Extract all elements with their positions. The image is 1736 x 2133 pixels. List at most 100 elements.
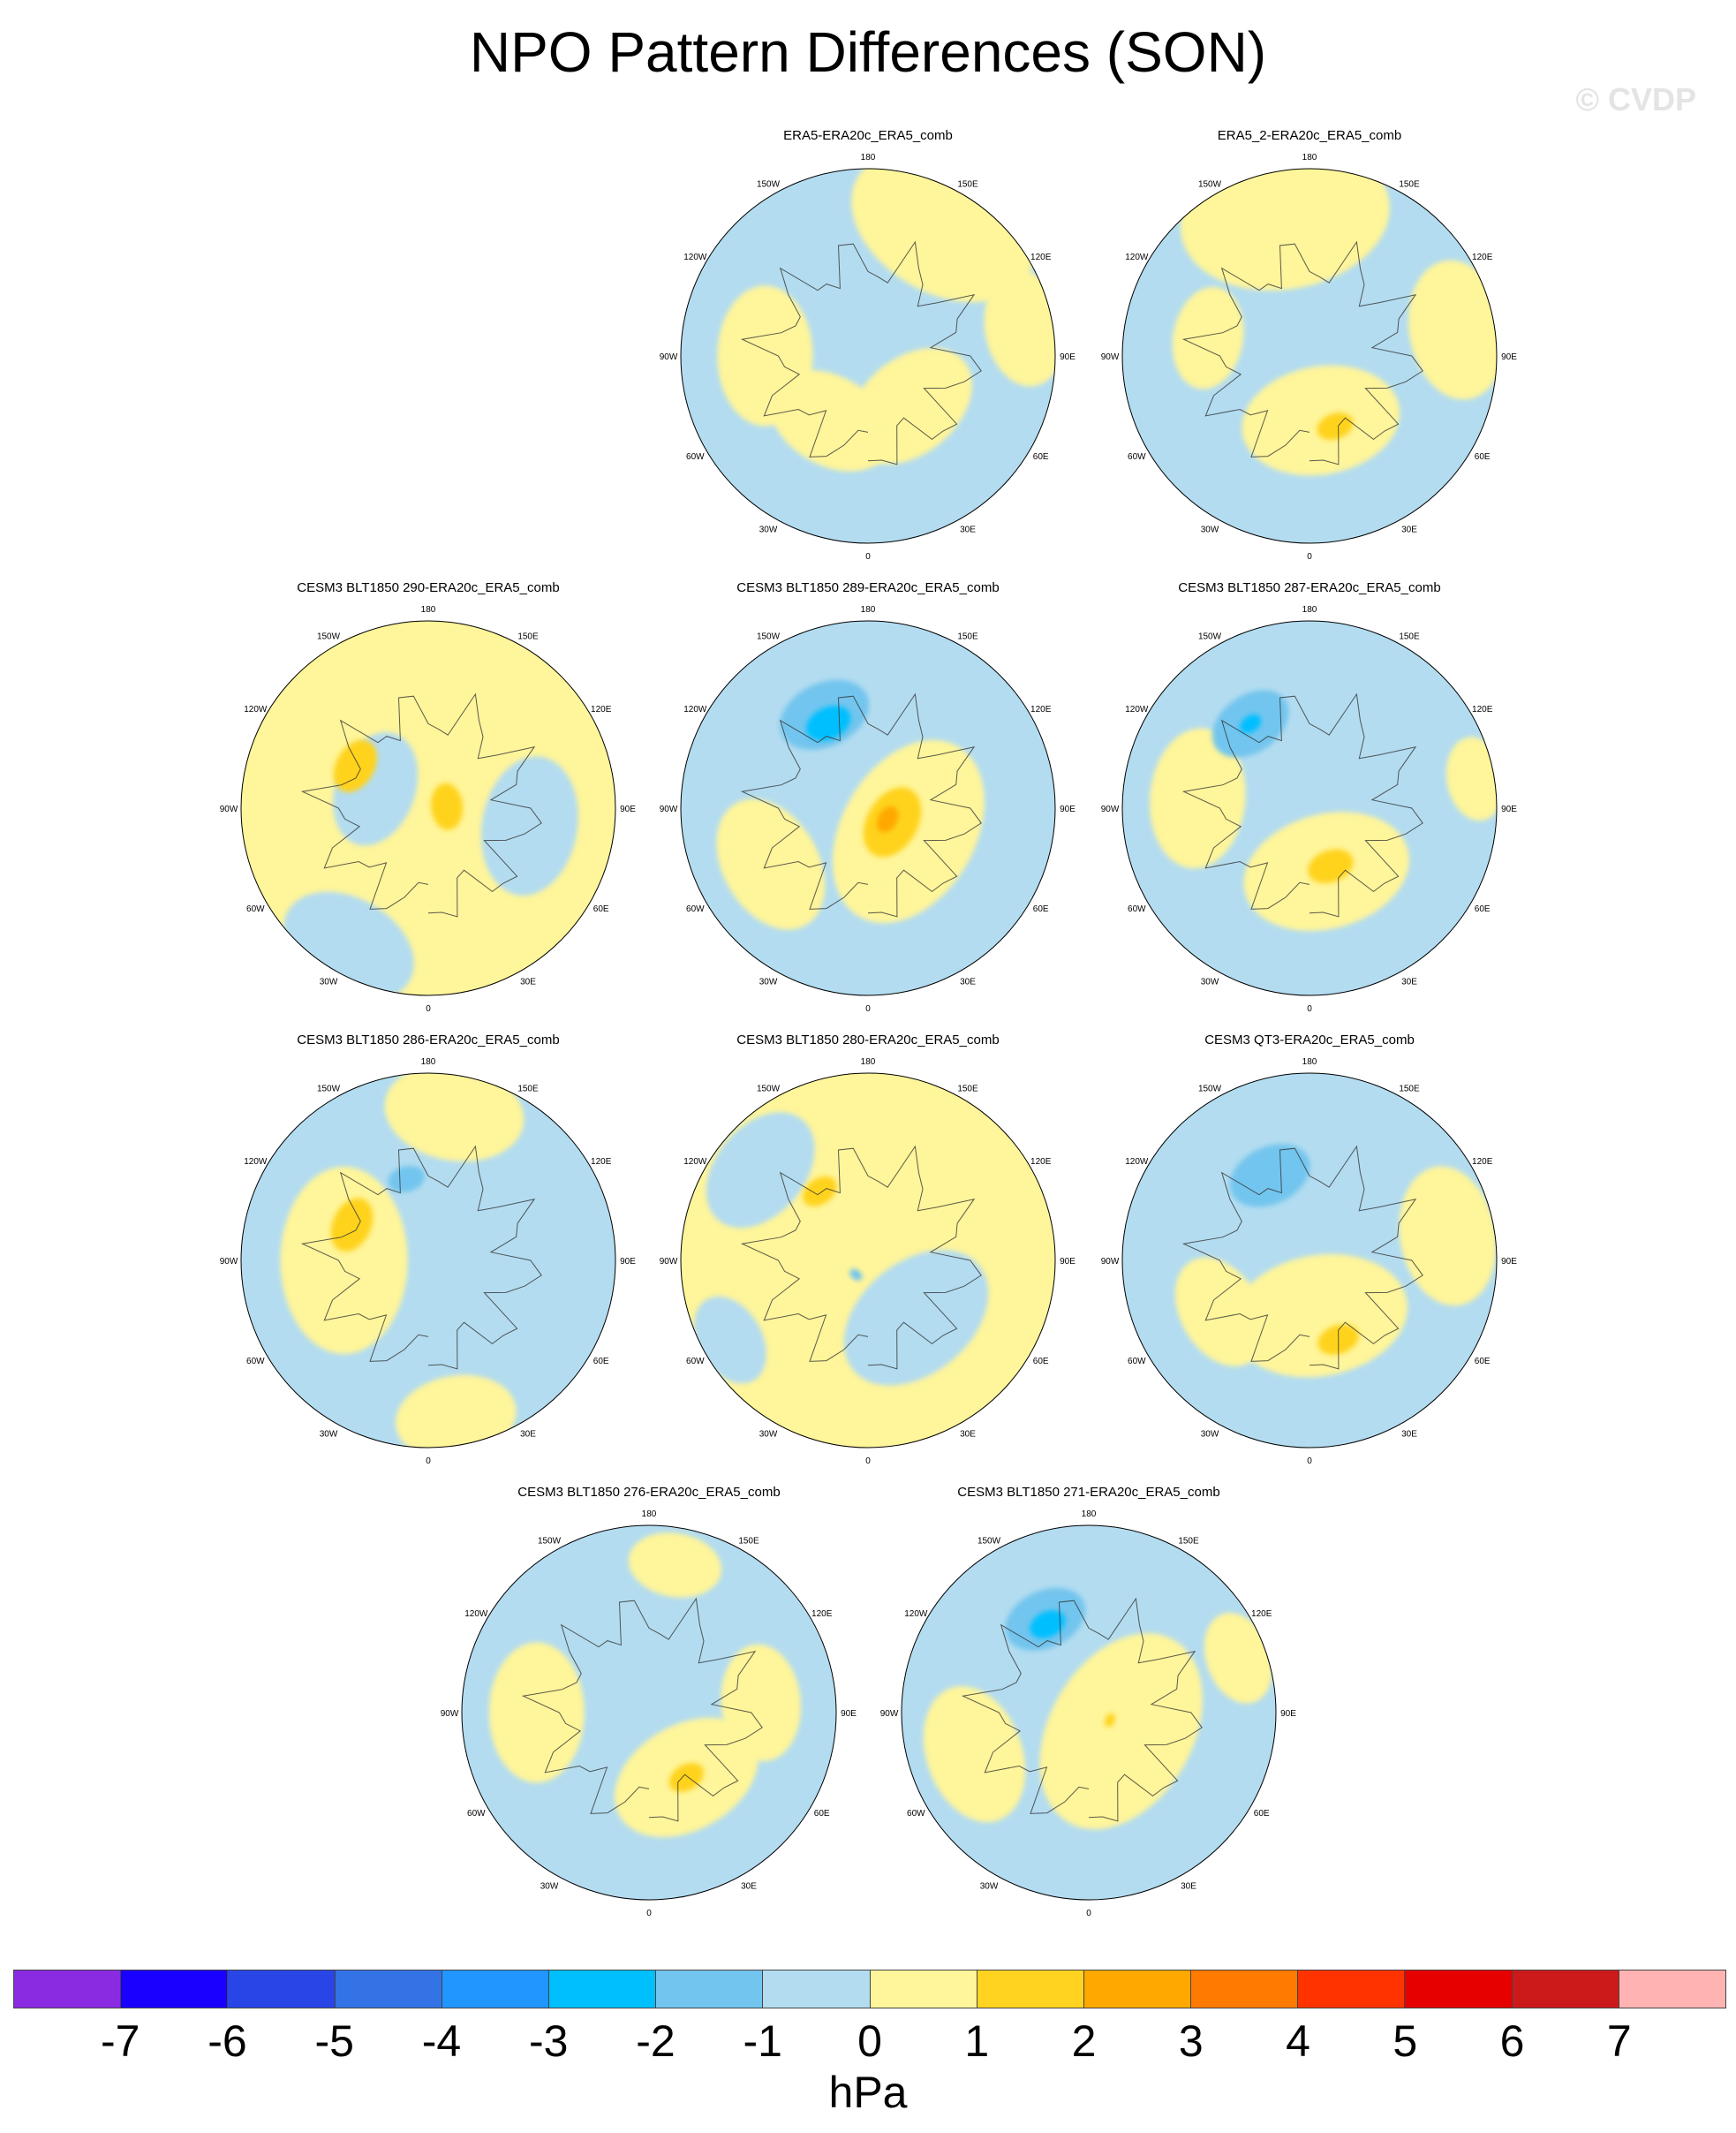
longitude-label: 60E bbox=[814, 1809, 830, 1819]
longitude-label: 120W bbox=[464, 1609, 488, 1619]
longitude-label: 90E bbox=[620, 805, 636, 814]
colorbar-tick-label: 6 bbox=[1499, 2016, 1525, 2066]
polar-map: 180 150E 120E 90E 60E 30E 0 30W 60W 90W 120W 150W bbox=[660, 1057, 1076, 1466]
longitude-label: 30E bbox=[520, 978, 536, 987]
map-panel: ERA5-ERA20c_ERA5_comb 180 150E 120E 90E 60E 3… bbox=[647, 128, 1089, 562]
colorbar-swatch bbox=[1191, 1970, 1299, 2008]
longitude-label: 120E bbox=[1472, 705, 1493, 715]
longitude-label: 180 bbox=[861, 153, 876, 163]
map-panel: CESM3 BLT1850 286-ERA20c_ERA5_comb 180 15… bbox=[208, 1032, 649, 1466]
longitude-label: 150W bbox=[1198, 1084, 1222, 1093]
longitude-label: 30E bbox=[1401, 526, 1417, 535]
longitude-label: 120E bbox=[1472, 1157, 1493, 1167]
panel-title: CESM3 BLT1850 280-ERA20c_ERA5_comb bbox=[736, 1032, 1000, 1048]
longitude-label: 120E bbox=[591, 1157, 612, 1167]
longitude-label: 60W bbox=[1128, 904, 1146, 914]
colorbar-swatch bbox=[656, 1970, 764, 2008]
longitude-label: 60W bbox=[1128, 452, 1146, 462]
anomaly-region bbox=[693, 1296, 766, 1384]
colorbar-swatch bbox=[548, 1970, 657, 2008]
longitude-label: 90E bbox=[1060, 1257, 1076, 1267]
longitude-label: 90W bbox=[1101, 352, 1120, 362]
anomaly-region bbox=[1204, 1613, 1272, 1704]
longitude-label: 180 bbox=[421, 605, 436, 615]
colorbar bbox=[13, 1970, 1726, 2008]
longitude-label: 30E bbox=[1401, 1430, 1417, 1440]
longitude-label: 60E bbox=[1475, 452, 1491, 462]
anomaly-region bbox=[1039, 1633, 1203, 1830]
longitude-label: 30W bbox=[320, 1430, 338, 1440]
longitude-label: 150E bbox=[1399, 179, 1420, 189]
colorbar-tick-label: 2 bbox=[1071, 2016, 1097, 2066]
panel-title: CESM3 BLT1850 286-ERA20c_ERA5_comb bbox=[297, 1032, 560, 1048]
longitude-label: 90W bbox=[660, 805, 678, 814]
longitude-label: 30E bbox=[960, 526, 976, 535]
polar-map: 180 150E 120E 90E 60E 30E 0 30W 60W 90W 120W 150W bbox=[441, 1509, 857, 1918]
anomaly-region bbox=[280, 1167, 408, 1354]
colorbar-swatch bbox=[870, 1970, 977, 2008]
longitude-label: 60E bbox=[1033, 904, 1049, 914]
panel-title: CESM3 QT3-ERA20c_ERA5_comb bbox=[1204, 1032, 1415, 1048]
longitude-label: 150W bbox=[757, 632, 781, 641]
anomaly-region bbox=[843, 1250, 989, 1386]
anomaly-region bbox=[1308, 849, 1354, 883]
colorbar-swatch bbox=[228, 1970, 336, 2008]
colorbar-tick-label: -2 bbox=[636, 2016, 676, 2066]
longitude-label: 30W bbox=[540, 1882, 559, 1892]
anomaly-region bbox=[803, 1176, 837, 1206]
longitude-label: 180 bbox=[1082, 1509, 1097, 1519]
map-border bbox=[461, 1524, 837, 1901]
longitude-label: 0 bbox=[865, 1004, 871, 1014]
panel-title: ERA5-ERA20c_ERA5_comb bbox=[783, 128, 953, 143]
longitude-label: 150E bbox=[957, 1084, 978, 1093]
longitude-label: 0 bbox=[426, 1456, 431, 1466]
longitude-label: 90E bbox=[1501, 805, 1517, 814]
longitude-label: 0 bbox=[865, 552, 871, 562]
colorbar-swatch bbox=[763, 1970, 871, 2008]
map-panel: CESM3 BLT1850 290-ERA20c_ERA5_comb 180 15… bbox=[208, 580, 649, 1014]
map-border bbox=[1121, 620, 1498, 996]
anomaly-region bbox=[330, 1198, 374, 1252]
map-background bbox=[241, 1073, 615, 1448]
anomaly-region bbox=[1172, 286, 1244, 390]
map-panel: CESM3 BLT1850 287-ERA20c_ERA5_comb 180 15… bbox=[1089, 580, 1530, 1014]
longitude-label: 150W bbox=[757, 1084, 781, 1093]
longitude-label: 120W bbox=[1125, 705, 1149, 715]
colorbar-swatch bbox=[977, 1970, 1084, 2008]
anomaly-region bbox=[984, 269, 1055, 387]
map-panel: CESM3 QT3-ERA20c_ERA5_comb 180 150E 120E 90… bbox=[1089, 1032, 1530, 1466]
polar-map: 180 150E 120E 90E 60E 30E 0 30W 60W 90W 120W 150W bbox=[1101, 153, 1518, 562]
longitude-label: 30W bbox=[759, 526, 778, 535]
map-panel: ERA5_2-ERA20c_ERA5_comb 180 150E 120E 90E 60… bbox=[1089, 128, 1530, 562]
coastline bbox=[961, 1597, 1203, 1822]
longitude-label: 60W bbox=[467, 1809, 486, 1819]
longitude-label: 30E bbox=[960, 978, 976, 987]
polar-map: 180 150E 120E 90E 60E 30E 0 30W 60W 90W 120W 150W bbox=[880, 1509, 1297, 1918]
longitude-label: 90W bbox=[880, 1709, 899, 1719]
longitude-label: 90E bbox=[1501, 1257, 1517, 1267]
longitude-label: 60W bbox=[686, 1357, 705, 1366]
panel-title: CESM3 BLT1850 276-ERA20c_ERA5_comb bbox=[517, 1485, 781, 1500]
colorbar-swatch bbox=[1083, 1970, 1192, 2008]
map-background bbox=[462, 1525, 836, 1900]
longitude-label: 90W bbox=[660, 1257, 678, 1267]
map-border bbox=[680, 168, 1056, 544]
map-border bbox=[901, 1524, 1277, 1901]
panel-title: ERA5_2-ERA20c_ERA5_comb bbox=[1217, 128, 1402, 143]
longitude-label: 60W bbox=[907, 1809, 925, 1819]
colorbar-tick-label: -3 bbox=[529, 2016, 569, 2066]
map-border bbox=[680, 620, 1056, 996]
anomaly-region bbox=[876, 806, 899, 833]
anomaly-region bbox=[1030, 1610, 1066, 1638]
longitude-label: 0 bbox=[1086, 1909, 1091, 1918]
anomaly-region bbox=[1231, 1253, 1408, 1378]
longitude-label: 30W bbox=[1201, 526, 1219, 535]
colorbar-swatch bbox=[335, 1970, 442, 2008]
longitude-label: 120W bbox=[244, 705, 268, 715]
anomaly-region bbox=[384, 1073, 525, 1161]
longitude-label: 120W bbox=[244, 1157, 268, 1167]
panel-title: CESM3 BLT1850 287-ERA20c_ERA5_comb bbox=[1178, 580, 1441, 595]
anomaly-region bbox=[431, 783, 464, 830]
longitude-label: 30E bbox=[520, 1430, 536, 1440]
longitude-label: 150W bbox=[1198, 179, 1222, 189]
